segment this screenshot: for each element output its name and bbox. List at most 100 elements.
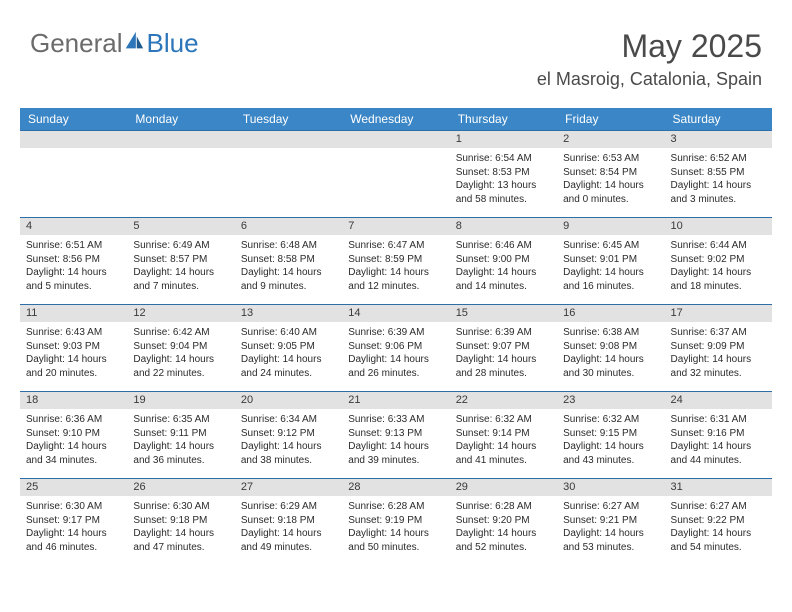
sunrise-text: Sunrise: 6:29 AM <box>241 500 336 514</box>
day-body: Sunrise: 6:33 AMSunset: 9:13 PMDaylight:… <box>342 409 449 473</box>
day-body <box>342 148 449 158</box>
sunrise-text: Sunrise: 6:43 AM <box>26 326 121 340</box>
week-row: 4Sunrise: 6:51 AMSunset: 8:56 PMDaylight… <box>20 217 772 304</box>
sunset-text: Sunset: 9:12 PM <box>241 427 336 441</box>
sunset-text: Sunset: 9:21 PM <box>563 514 658 528</box>
day-number: 10 <box>665 218 772 235</box>
daylight-text: Daylight: 14 hours and 54 minutes. <box>671 527 766 554</box>
day-cell <box>342 131 449 217</box>
day-cell: 16Sunrise: 6:38 AMSunset: 9:08 PMDayligh… <box>557 305 664 391</box>
sunrise-text: Sunrise: 6:30 AM <box>133 500 228 514</box>
sunset-text: Sunset: 8:59 PM <box>348 253 443 267</box>
sunrise-text: Sunrise: 6:47 AM <box>348 239 443 253</box>
day-cell: 28Sunrise: 6:28 AMSunset: 9:19 PMDayligh… <box>342 479 449 565</box>
day-cell: 26Sunrise: 6:30 AMSunset: 9:18 PMDayligh… <box>127 479 234 565</box>
dow-cell: Tuesday <box>235 108 342 130</box>
day-cell: 5Sunrise: 6:49 AMSunset: 8:57 PMDaylight… <box>127 218 234 304</box>
sunrise-text: Sunrise: 6:27 AM <box>563 500 658 514</box>
daylight-text: Daylight: 14 hours and 12 minutes. <box>348 266 443 293</box>
sunrise-text: Sunrise: 6:28 AM <box>456 500 551 514</box>
day-body: Sunrise: 6:27 AMSunset: 9:22 PMDaylight:… <box>665 496 772 560</box>
day-number <box>20 131 127 148</box>
day-number: 6 <box>235 218 342 235</box>
daylight-text: Daylight: 14 hours and 38 minutes. <box>241 440 336 467</box>
day-number: 17 <box>665 305 772 322</box>
day-body: Sunrise: 6:38 AMSunset: 9:08 PMDaylight:… <box>557 322 664 386</box>
day-cell: 27Sunrise: 6:29 AMSunset: 9:18 PMDayligh… <box>235 479 342 565</box>
day-number <box>235 131 342 148</box>
day-cell: 4Sunrise: 6:51 AMSunset: 8:56 PMDaylight… <box>20 218 127 304</box>
calendar-grid: Sunday Monday Tuesday Wednesday Thursday… <box>20 108 772 565</box>
day-body: Sunrise: 6:34 AMSunset: 9:12 PMDaylight:… <box>235 409 342 473</box>
day-number: 9 <box>557 218 664 235</box>
day-cell: 9Sunrise: 6:45 AMSunset: 9:01 PMDaylight… <box>557 218 664 304</box>
day-number: 12 <box>127 305 234 322</box>
sunrise-text: Sunrise: 6:42 AM <box>133 326 228 340</box>
day-cell: 24Sunrise: 6:31 AMSunset: 9:16 PMDayligh… <box>665 392 772 478</box>
day-body <box>235 148 342 158</box>
day-number: 26 <box>127 479 234 496</box>
dow-header-row: Sunday Monday Tuesday Wednesday Thursday… <box>20 108 772 130</box>
day-number: 16 <box>557 305 664 322</box>
sunset-text: Sunset: 9:17 PM <box>26 514 121 528</box>
day-cell: 11Sunrise: 6:43 AMSunset: 9:03 PMDayligh… <box>20 305 127 391</box>
daylight-text: Daylight: 14 hours and 24 minutes. <box>241 353 336 380</box>
day-body: Sunrise: 6:54 AMSunset: 8:53 PMDaylight:… <box>450 148 557 212</box>
day-body: Sunrise: 6:46 AMSunset: 9:00 PMDaylight:… <box>450 235 557 299</box>
daylight-text: Daylight: 14 hours and 7 minutes. <box>133 266 228 293</box>
sunrise-text: Sunrise: 6:38 AM <box>563 326 658 340</box>
day-body: Sunrise: 6:51 AMSunset: 8:56 PMDaylight:… <box>20 235 127 299</box>
sunrise-text: Sunrise: 6:39 AM <box>348 326 443 340</box>
sunrise-text: Sunrise: 6:46 AM <box>456 239 551 253</box>
day-cell: 2Sunrise: 6:53 AMSunset: 8:54 PMDaylight… <box>557 131 664 217</box>
sunset-text: Sunset: 8:58 PM <box>241 253 336 267</box>
sunset-text: Sunset: 9:09 PM <box>671 340 766 354</box>
sail-icon <box>123 30 145 52</box>
page-header: General Blue May 2025 el Masroig, Catalo… <box>0 0 792 100</box>
day-body <box>127 148 234 158</box>
day-body: Sunrise: 6:29 AMSunset: 9:18 PMDaylight:… <box>235 496 342 560</box>
day-number: 8 <box>450 218 557 235</box>
day-body <box>20 148 127 158</box>
day-number: 18 <box>20 392 127 409</box>
day-body: Sunrise: 6:53 AMSunset: 8:54 PMDaylight:… <box>557 148 664 212</box>
day-body: Sunrise: 6:40 AMSunset: 9:05 PMDaylight:… <box>235 322 342 386</box>
daylight-text: Daylight: 14 hours and 34 minutes. <box>26 440 121 467</box>
day-cell: 14Sunrise: 6:39 AMSunset: 9:06 PMDayligh… <box>342 305 449 391</box>
week-row: 1Sunrise: 6:54 AMSunset: 8:53 PMDaylight… <box>20 130 772 217</box>
day-number: 23 <box>557 392 664 409</box>
day-body: Sunrise: 6:27 AMSunset: 9:21 PMDaylight:… <box>557 496 664 560</box>
day-cell: 22Sunrise: 6:32 AMSunset: 9:14 PMDayligh… <box>450 392 557 478</box>
day-cell <box>127 131 234 217</box>
day-cell: 18Sunrise: 6:36 AMSunset: 9:10 PMDayligh… <box>20 392 127 478</box>
sunset-text: Sunset: 8:55 PM <box>671 166 766 180</box>
sunset-text: Sunset: 9:20 PM <box>456 514 551 528</box>
sunset-text: Sunset: 9:22 PM <box>671 514 766 528</box>
day-number: 19 <box>127 392 234 409</box>
day-cell: 20Sunrise: 6:34 AMSunset: 9:12 PMDayligh… <box>235 392 342 478</box>
sunrise-text: Sunrise: 6:28 AM <box>348 500 443 514</box>
week-row: 25Sunrise: 6:30 AMSunset: 9:17 PMDayligh… <box>20 478 772 565</box>
day-body: Sunrise: 6:37 AMSunset: 9:09 PMDaylight:… <box>665 322 772 386</box>
sunrise-text: Sunrise: 6:32 AM <box>456 413 551 427</box>
dow-cell: Thursday <box>450 108 557 130</box>
day-cell: 6Sunrise: 6:48 AMSunset: 8:58 PMDaylight… <box>235 218 342 304</box>
day-number: 27 <box>235 479 342 496</box>
logo-text-general: General <box>30 28 123 59</box>
day-cell: 31Sunrise: 6:27 AMSunset: 9:22 PMDayligh… <box>665 479 772 565</box>
daylight-text: Daylight: 14 hours and 50 minutes. <box>348 527 443 554</box>
daylight-text: Daylight: 14 hours and 30 minutes. <box>563 353 658 380</box>
day-body: Sunrise: 6:48 AMSunset: 8:58 PMDaylight:… <box>235 235 342 299</box>
day-body: Sunrise: 6:47 AMSunset: 8:59 PMDaylight:… <box>342 235 449 299</box>
daylight-text: Daylight: 14 hours and 22 minutes. <box>133 353 228 380</box>
day-body: Sunrise: 6:28 AMSunset: 9:19 PMDaylight:… <box>342 496 449 560</box>
sunset-text: Sunset: 9:05 PM <box>241 340 336 354</box>
day-body: Sunrise: 6:39 AMSunset: 9:07 PMDaylight:… <box>450 322 557 386</box>
day-cell: 13Sunrise: 6:40 AMSunset: 9:05 PMDayligh… <box>235 305 342 391</box>
day-number: 11 <box>20 305 127 322</box>
sunrise-text: Sunrise: 6:31 AM <box>671 413 766 427</box>
sunset-text: Sunset: 8:57 PM <box>133 253 228 267</box>
day-cell: 29Sunrise: 6:28 AMSunset: 9:20 PMDayligh… <box>450 479 557 565</box>
day-body: Sunrise: 6:44 AMSunset: 9:02 PMDaylight:… <box>665 235 772 299</box>
day-number: 21 <box>342 392 449 409</box>
